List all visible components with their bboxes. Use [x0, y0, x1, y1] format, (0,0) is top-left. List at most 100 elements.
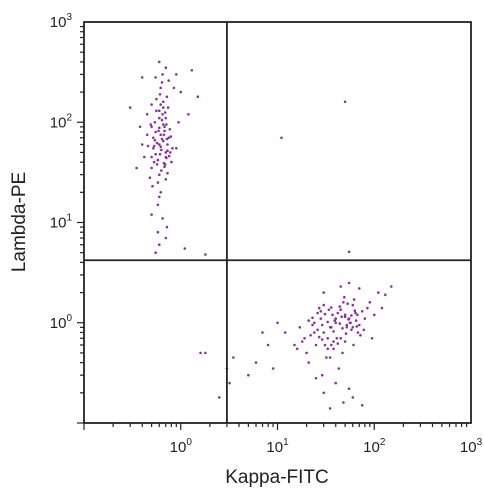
- data-point: [326, 347, 330, 351]
- data-point: [166, 171, 169, 175]
- data-point: [159, 145, 162, 148]
- data-point: [309, 334, 312, 337]
- data-point: [307, 361, 311, 364]
- data-point: [164, 151, 168, 154]
- data-point: [160, 169, 163, 172]
- y-tick-label: 101: [50, 213, 73, 232]
- data-point: [156, 230, 160, 234]
- plot-area: [83, 21, 472, 424]
- data-point: [346, 302, 349, 306]
- data-point: [247, 373, 250, 377]
- data-point: [350, 328, 353, 332]
- data-point: [311, 316, 314, 320]
- data-point: [175, 147, 178, 150]
- data-point: [341, 351, 344, 355]
- data-point: [163, 165, 166, 168]
- data-point: [331, 313, 334, 317]
- data-point: [344, 332, 348, 335]
- data-point: [313, 331, 316, 334]
- data-point: [332, 330, 335, 333]
- data-point: [158, 173, 161, 176]
- data-point: [298, 326, 302, 329]
- data-point: [156, 158, 160, 162]
- data-point: [164, 236, 168, 240]
- data-point: [313, 321, 316, 325]
- data-point: [190, 69, 194, 72]
- plot-frame: [83, 21, 472, 424]
- data-point: [163, 129, 166, 133]
- x-tick-label: 101: [266, 437, 289, 456]
- data-point: [352, 298, 356, 301]
- data-point: [347, 318, 350, 321]
- data-point: [162, 139, 165, 143]
- data-point: [343, 340, 347, 343]
- data-point: [204, 253, 207, 256]
- data-point: [161, 217, 164, 220]
- data-point: [370, 337, 374, 340]
- data-point: [351, 326, 355, 329]
- data-point: [177, 121, 180, 124]
- data-point: [326, 320, 330, 324]
- data-point: [314, 376, 318, 380]
- data-point: [163, 111, 167, 114]
- data-point: [347, 250, 351, 254]
- data-point: [334, 321, 338, 325]
- data-point: [166, 106, 170, 109]
- data-point: [326, 337, 330, 340]
- data-point: [336, 342, 340, 345]
- data-point: [317, 335, 321, 339]
- data-point: [340, 315, 343, 319]
- data-point: [228, 381, 231, 385]
- data-point: [155, 163, 159, 166]
- data-point: [280, 136, 283, 140]
- data-point: [377, 291, 380, 294]
- data-point: [342, 301, 345, 304]
- data-point: [322, 331, 326, 334]
- data-point: [360, 404, 364, 407]
- data-point: [152, 136, 155, 140]
- data-point: [179, 90, 183, 94]
- data-point: [303, 337, 306, 340]
- data-point: [336, 311, 340, 315]
- x-tick-label: 102: [363, 437, 386, 456]
- data-point: [320, 373, 324, 377]
- data-point: [341, 327, 344, 330]
- data-point: [154, 251, 157, 254]
- data-point: [167, 79, 170, 82]
- data-point: [254, 361, 258, 364]
- data-point: [199, 351, 202, 355]
- data-point: [162, 133, 166, 137]
- x-axis-title: Kappa-FITC: [225, 467, 328, 488]
- data-point: [155, 97, 158, 101]
- data-point: [266, 343, 270, 347]
- data-point: [345, 323, 349, 327]
- data-point: [261, 331, 264, 334]
- data-point: [358, 323, 361, 327]
- data-point: [159, 133, 162, 137]
- x-tick-label: 103: [460, 437, 483, 456]
- data-point: [156, 181, 160, 184]
- data-point: [323, 343, 327, 347]
- data-point: [317, 306, 321, 310]
- data-point: [165, 225, 169, 229]
- data-point: [283, 331, 287, 334]
- data-point: [150, 155, 153, 159]
- data-point: [159, 103, 162, 106]
- data-point: [334, 381, 338, 385]
- data-point: [325, 356, 328, 359]
- data-point: [162, 106, 165, 109]
- data-point: [162, 100, 165, 104]
- data-point: [384, 293, 387, 297]
- data-point: [160, 148, 163, 152]
- data-point: [204, 351, 207, 355]
- data-point: [160, 137, 164, 141]
- data-point: [339, 285, 343, 288]
- data-point: [333, 319, 337, 322]
- data-point: [353, 309, 357, 313]
- data-point: [152, 160, 156, 164]
- data-point: [145, 113, 149, 116]
- data-point: [348, 321, 352, 325]
- data-point: [343, 313, 347, 317]
- data-point: [158, 109, 161, 113]
